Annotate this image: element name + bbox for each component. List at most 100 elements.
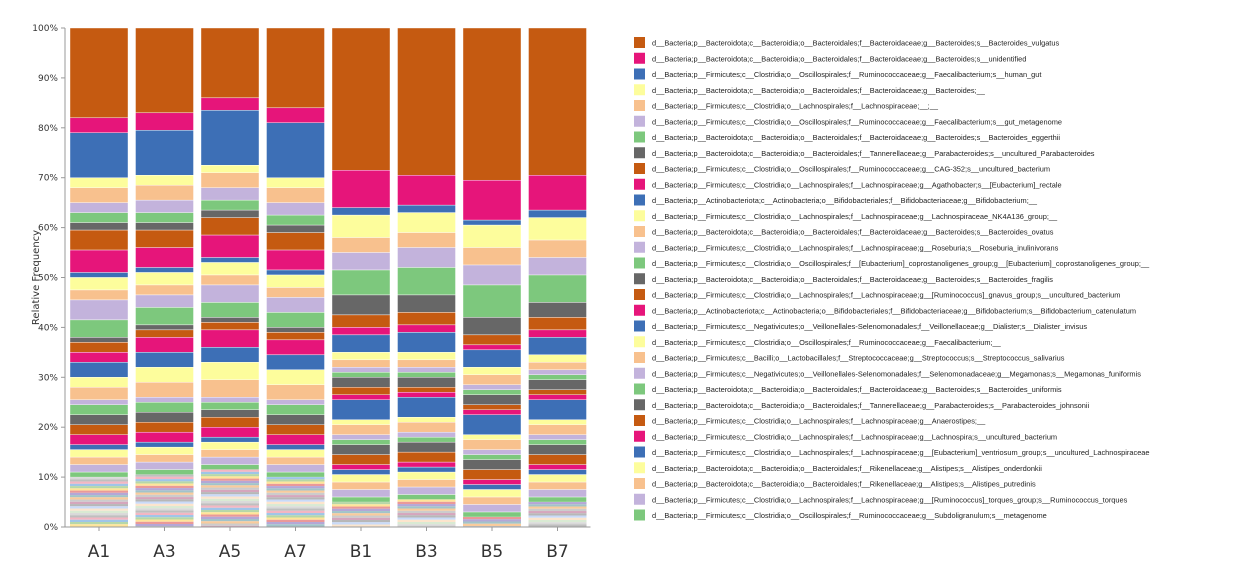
bar-segment-minor xyxy=(528,515,587,518)
bar-segment xyxy=(528,481,587,490)
bar-segment xyxy=(200,27,260,99)
bar-segment xyxy=(462,439,522,450)
legend-label: d__Bacteria;p__Firmicutes;c__Clostridia;… xyxy=(652,338,1002,347)
bar-segment xyxy=(266,354,325,371)
legend-swatch xyxy=(634,399,645,411)
bar-stack-A3 xyxy=(135,27,194,527)
legend-item: d__Bacteria;p__Bacteroidota;c__Bacteroid… xyxy=(634,84,986,96)
bar-segment-minor xyxy=(528,504,587,507)
bar-segment xyxy=(200,172,260,188)
y-axis: 0% 10% 20% 30% 40% 50% 60% 70% 80% 90% 100% xyxy=(32,24,66,533)
bar-stack-A5 xyxy=(200,27,260,527)
legend-item: d__Bacteria;p__Bacteroidota;c__Bacteroid… xyxy=(634,273,1053,285)
bar-segment xyxy=(331,419,391,425)
y-tick-label: 0% xyxy=(44,523,59,533)
bar-segment-minor xyxy=(201,474,259,477)
bar-stack-B7 xyxy=(528,27,587,527)
x-axis: A1 A3 A5 A7 B1 B3 B5 B7 xyxy=(65,526,591,562)
bar-segment xyxy=(397,359,456,368)
bar-segment xyxy=(266,287,325,298)
legend-label: d__Bacteria;p__Bacteroidota;c__Bacteroid… xyxy=(652,39,1059,48)
bar-segment-minor xyxy=(201,501,259,504)
bar-segment-minor xyxy=(332,513,390,516)
bar-segment xyxy=(266,434,325,445)
legend-item: d__Bacteria;p__Firmicutes;c__Clostridia;… xyxy=(634,493,1128,505)
bar-segment xyxy=(397,436,456,443)
bar-segment xyxy=(266,327,325,333)
bar-segment xyxy=(135,431,194,443)
bar-segment xyxy=(135,247,194,268)
bar-segment xyxy=(462,317,522,336)
bar-segment-minor xyxy=(70,508,128,511)
bar-segment xyxy=(69,471,129,478)
legend-item: d__Bacteria;p__Firmicutes;c__Clostridia;… xyxy=(634,68,1041,80)
bar-segment-minor xyxy=(463,517,521,520)
legend-label: d__Bacteria;p__Bacteroidota;c__Bacteroid… xyxy=(652,133,1060,142)
legend-item: d__Bacteria;p__Firmicutes;c__Clostridia;… xyxy=(634,336,1002,348)
x-tick-label: A5 xyxy=(219,542,241,562)
legend-item: d__Bacteria;p__Bacteroidota;c__Bacteroid… xyxy=(634,147,1095,159)
bar-segment xyxy=(135,352,194,368)
bar-segment xyxy=(69,299,129,321)
bar-segment xyxy=(69,414,129,425)
legend-label: d__Bacteria;p__Bacteroidota;c__Bacteroid… xyxy=(652,385,1062,394)
bar-segment xyxy=(331,27,391,171)
bar-segment xyxy=(69,27,129,119)
bar-segment xyxy=(200,217,260,236)
bar-segment-minor xyxy=(332,515,390,518)
bar-segment-minor xyxy=(332,502,390,505)
bar-segment xyxy=(331,469,391,475)
legend-swatch xyxy=(634,289,645,300)
bar-segment-minor xyxy=(266,506,325,509)
bar-segment-minor xyxy=(70,506,128,509)
legend-label: d__Bacteria;p__Firmicutes;c__Clostridia;… xyxy=(652,165,1050,174)
bar-segment xyxy=(69,177,129,188)
legend-item: d__Bacteria;p__Bacteroidota;c__Bacteroid… xyxy=(634,383,1062,395)
bar-segment xyxy=(528,274,587,303)
bar-segment xyxy=(69,352,129,363)
bar-segment-minor xyxy=(70,499,128,502)
legend-label: d__Bacteria;p__Bacteroidota;c__Bacteroid… xyxy=(652,480,1036,489)
bar-segment xyxy=(397,267,456,296)
bar-segment-minor xyxy=(397,517,456,520)
bar-segment xyxy=(69,464,129,473)
bar-segment xyxy=(135,307,194,326)
bar-segment-minor xyxy=(463,521,521,524)
bar-segment xyxy=(462,484,522,490)
bar-segment xyxy=(200,456,260,465)
bar-segment xyxy=(135,461,194,470)
bar-segment-minor xyxy=(528,508,587,512)
legend-item: d__Bacteria;p__Firmicutes;c__Clostridia;… xyxy=(634,430,1057,442)
bar-segment xyxy=(331,359,391,368)
bar-segment-minor xyxy=(201,496,259,499)
bar-segment xyxy=(266,107,325,124)
bar-segment xyxy=(528,374,587,380)
bar-segment xyxy=(200,165,260,173)
bar-segment-minor xyxy=(201,507,259,511)
bar-stack-A7 xyxy=(266,27,325,527)
bar-segment xyxy=(462,264,522,286)
bar-segment xyxy=(135,454,194,463)
bar-segment xyxy=(266,424,325,435)
bar-segment xyxy=(200,397,260,403)
bar-segment xyxy=(331,489,391,498)
bar-segment xyxy=(200,436,260,443)
y-tick-label: 90% xyxy=(38,74,58,84)
bar-segment xyxy=(266,369,325,385)
bar-segment xyxy=(528,496,587,503)
bar-segment-minor xyxy=(463,523,521,527)
bar-segment-minor xyxy=(135,488,194,491)
bar-segment-minor xyxy=(397,504,456,507)
legend-item: d__Bacteria;p__Firmicutes;c__Clostridia;… xyxy=(634,446,1150,458)
legend-label: d__Bacteria;p__Firmicutes;c__Clostridia;… xyxy=(652,102,939,111)
bar-segment-minor xyxy=(135,497,194,500)
bar-segment xyxy=(528,257,587,276)
bar-segment xyxy=(200,199,260,211)
legend-item: d__Bacteria;p__Firmicutes;c__Bacilli;o__… xyxy=(634,352,1065,363)
bar-segment xyxy=(331,252,391,271)
bar-segment-minor xyxy=(135,510,194,513)
bar-segment xyxy=(69,449,129,458)
legend-swatch xyxy=(634,462,645,474)
bar-segment xyxy=(462,504,522,513)
bar-segment xyxy=(135,412,194,423)
